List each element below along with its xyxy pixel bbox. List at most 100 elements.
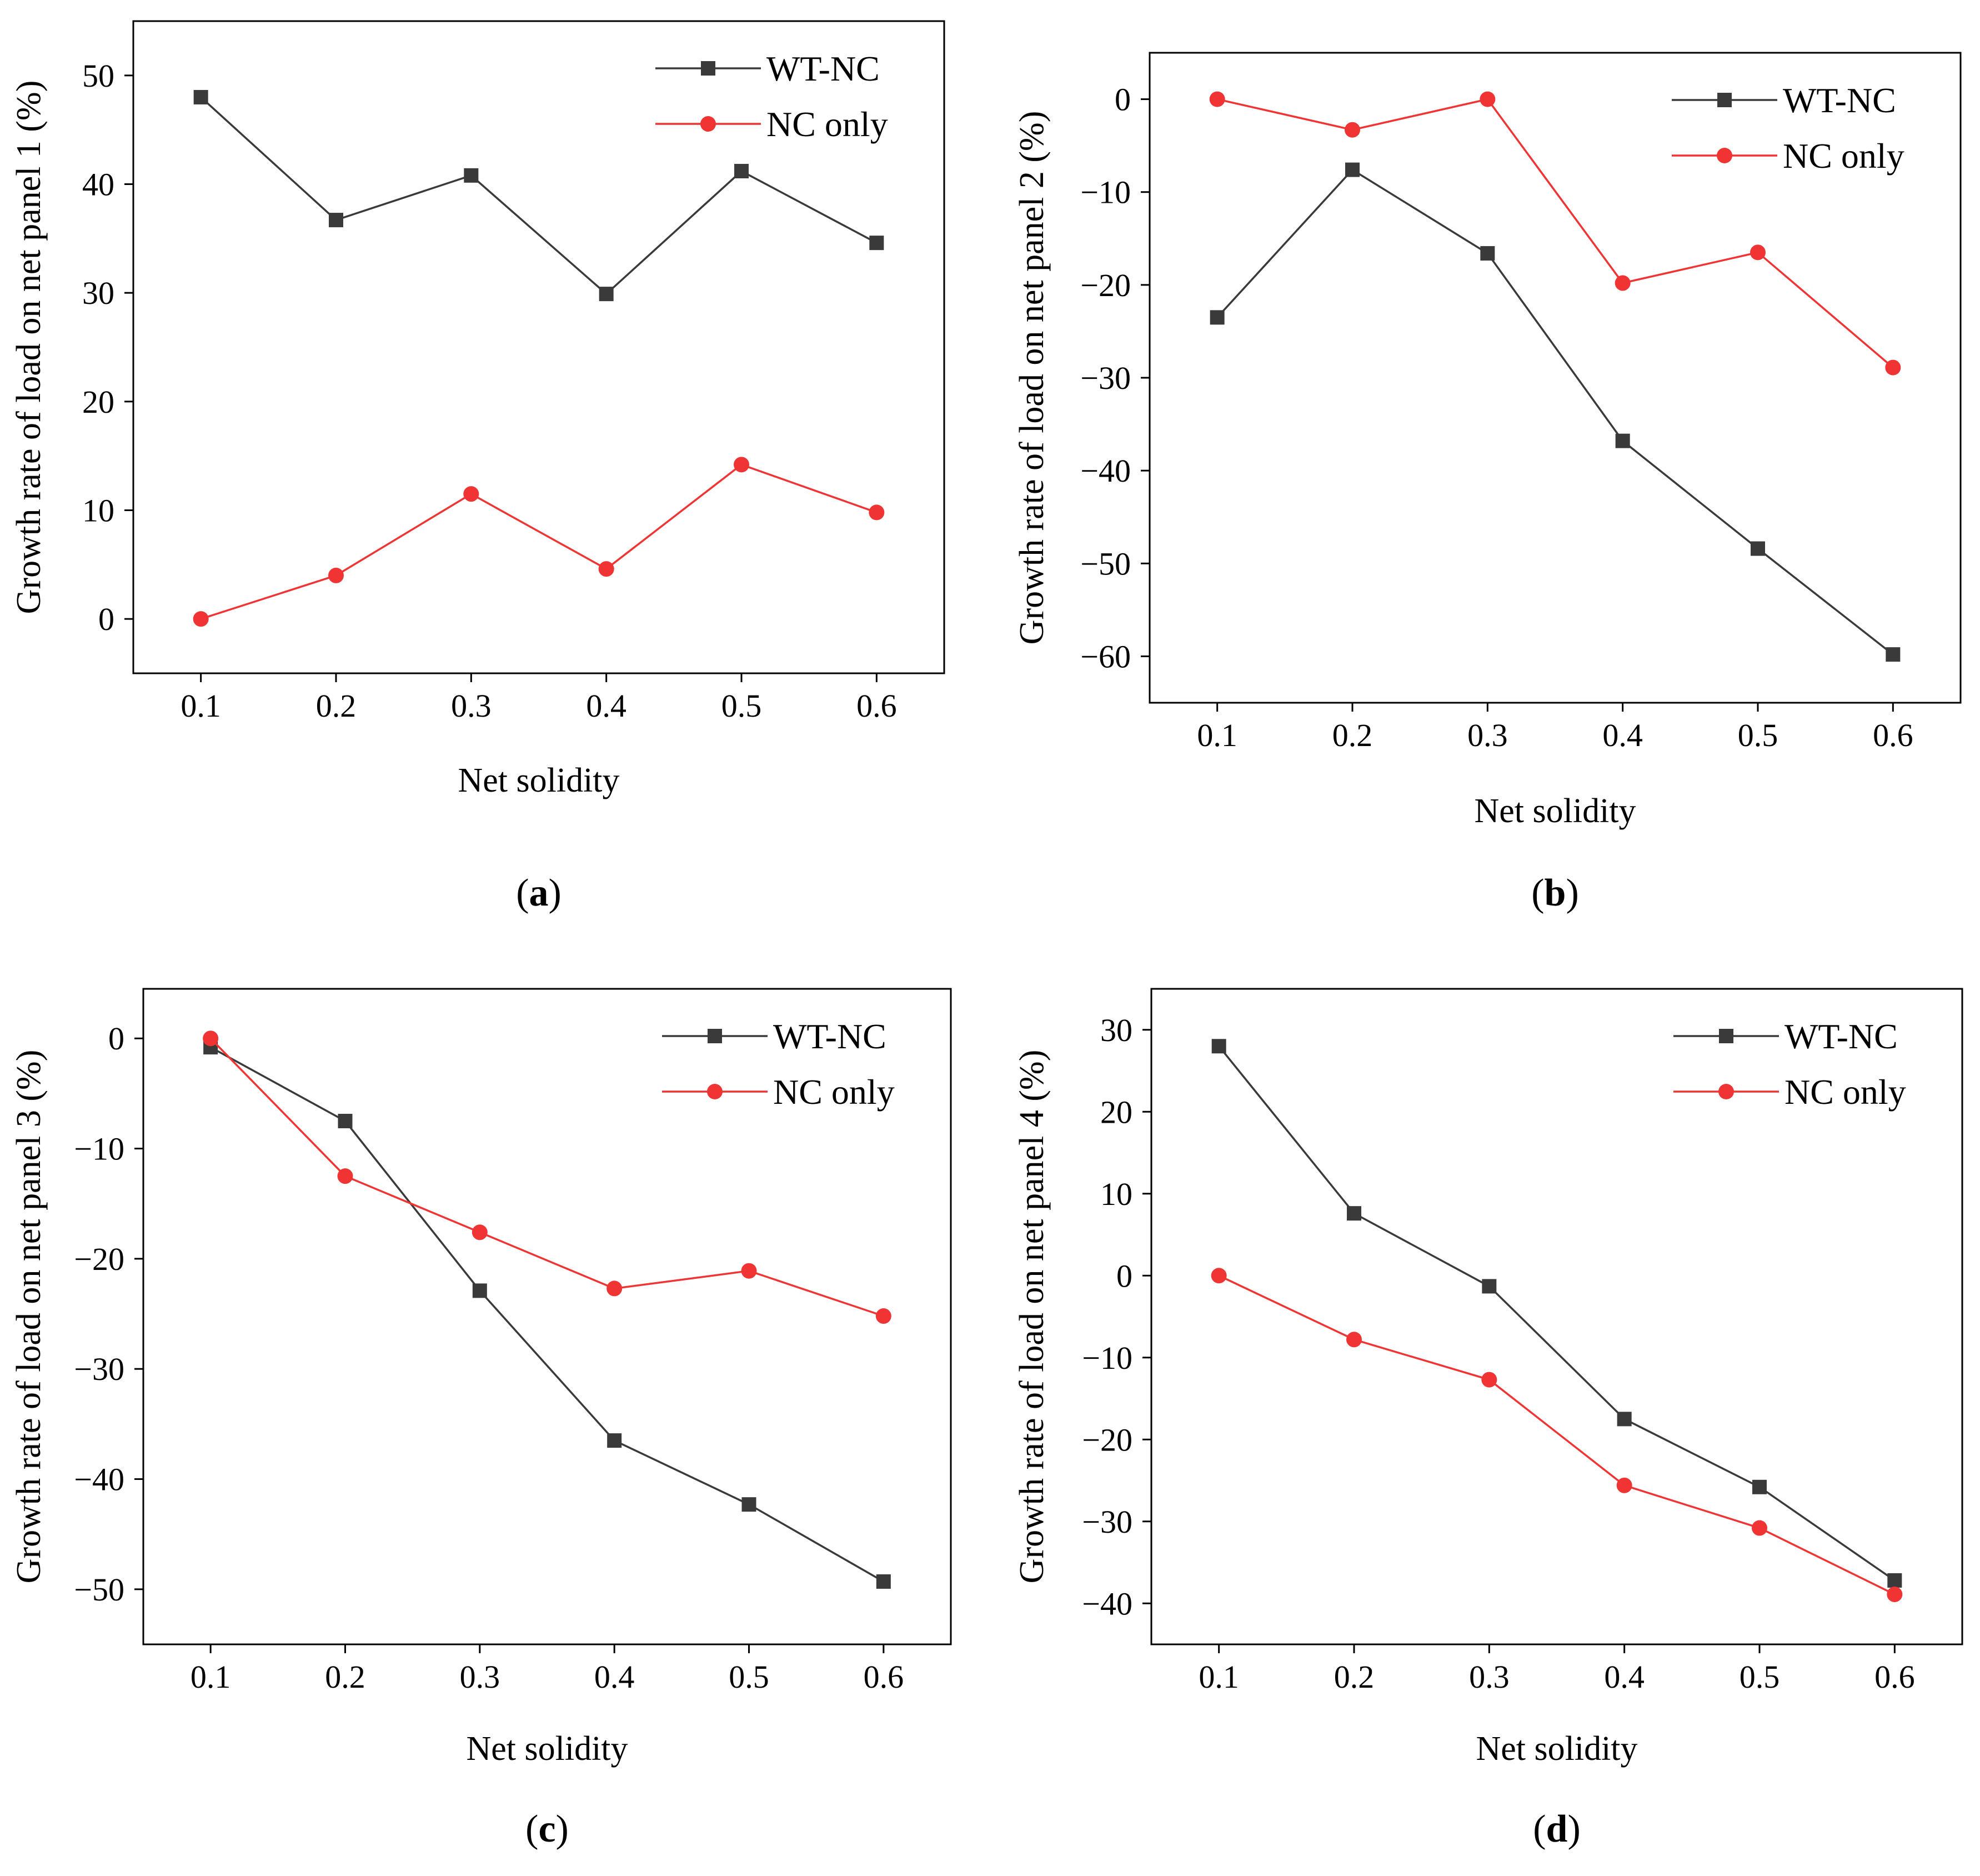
data-point <box>1887 1573 1902 1588</box>
series-line-wt-nc <box>1218 1045 1896 1582</box>
data-point <box>607 1433 622 1448</box>
data-point <box>876 1574 891 1589</box>
legend-label: WT-NC <box>766 49 880 88</box>
data-point <box>741 1497 756 1512</box>
chart-b-svg: 0.1 0.2 0.3 0.4 0.5 0.6 0 −10 −20 −30 −40 −50 −60 Net… <box>1013 52 1962 914</box>
legend-marker <box>700 116 716 132</box>
data-point <box>1480 91 1496 107</box>
legend-label: WT-NC <box>1784 1017 1898 1056</box>
data-point <box>1615 433 1630 448</box>
y-tick-label: 0 <box>108 1020 124 1057</box>
x-tick-label: 0.4 <box>1604 1659 1645 1695</box>
y-tick-label: −40 <box>1082 1585 1132 1622</box>
x-tick-label: 0.4 <box>586 688 626 724</box>
y-tick-label: −40 <box>74 1462 124 1498</box>
legend-label: NC only <box>1784 1072 1906 1112</box>
y-tick-label: 30 <box>1100 1012 1132 1048</box>
chart-panel-b: 0.1 0.2 0.3 0.4 0.5 0.6 0 −10 −20 −30 −40 −50 −60 Net… <box>1000 0 1980 939</box>
data-point <box>193 611 209 627</box>
x-axis-label: Net solidity <box>1476 1730 1637 1768</box>
data-point <box>1345 162 1360 177</box>
y-tick-label: −60 <box>1080 638 1131 674</box>
data-point <box>337 1168 353 1184</box>
data-point <box>463 486 479 502</box>
legend-marker <box>707 1084 723 1099</box>
data-point <box>599 287 614 302</box>
x-tick-label: 0.6 <box>1873 717 1913 753</box>
x-axis-label: Net solidity <box>1474 792 1636 830</box>
y-axis-label: Growth rate of load on net panel 2 (%) <box>1013 111 1051 645</box>
legend-marker <box>1717 93 1732 107</box>
y-axis-label: Growth rate of load on net panel 4 (%) <box>1013 1050 1051 1584</box>
x-tick-label: 0.5 <box>721 688 762 724</box>
x-tick-label: 0.6 <box>864 1659 904 1695</box>
panel-caption: (c) <box>525 1808 569 1850</box>
y-tick-label: 10 <box>1100 1176 1132 1212</box>
data-point <box>869 504 885 521</box>
data-point <box>1480 246 1495 261</box>
x-tick-label: 0.2 <box>316 688 357 724</box>
legend-label: WT-NC <box>1783 81 1896 120</box>
caption-letter: d <box>1546 1808 1568 1850</box>
data-point <box>869 236 884 251</box>
plot-frame <box>142 988 952 1645</box>
chart-panel-a: 0.1 0.2 0.3 0.4 0.5 0.6 0 10 20 30 40 50 Net solidit… <box>0 0 989 939</box>
plot-frame <box>132 20 945 674</box>
data-point <box>1886 647 1901 662</box>
caption-letter: c <box>538 1808 555 1850</box>
y-axis-label: Growth rate of load on net panel 3 (%) <box>10 1050 48 1584</box>
legend-label: WT-NC <box>773 1017 886 1056</box>
data-point <box>1885 359 1901 376</box>
data-point <box>338 1113 353 1128</box>
data-point <box>1481 1372 1497 1388</box>
x-tick-label: 0.1 <box>181 688 221 724</box>
legend-label: NC only <box>1783 136 1904 176</box>
y-tick-label: −50 <box>1080 546 1131 582</box>
series-line-nc-only <box>209 1038 884 1317</box>
data-point <box>193 89 208 104</box>
caption-close-paren: ) <box>556 1808 569 1850</box>
y-tick-label: 20 <box>1100 1094 1132 1130</box>
data-point <box>1211 1268 1227 1284</box>
series-line-wt-nc <box>1216 168 1894 656</box>
data-point <box>1346 1332 1362 1348</box>
y-tick-label: −30 <box>1082 1504 1132 1540</box>
x-tick-label: 0.3 <box>1467 717 1508 753</box>
chart-a-svg: 0.1 0.2 0.3 0.4 0.5 0.6 0 10 20 30 40 50 Net solidit… <box>10 20 945 914</box>
data-point <box>1887 1587 1903 1603</box>
data-point <box>1752 1479 1767 1494</box>
data-point <box>598 561 614 577</box>
y-tick-label: 40 <box>82 167 114 203</box>
x-axis-label: Net solidity <box>458 762 619 799</box>
x-axis-label: Net solidity <box>466 1730 628 1768</box>
y-tick-label: −40 <box>1080 453 1131 489</box>
data-point <box>472 1283 487 1298</box>
data-point <box>1616 1477 1632 1493</box>
chart-panel-c: 0.1 0.2 0.3 0.4 0.5 0.6 0 −10 −20 −30 −40 −50 Net so… <box>0 939 989 1876</box>
chart-panel-d: 0.1 0.2 0.3 0.4 0.5 0.6 30 20 10 0 −10 −20 −30 −40 Net… <box>1000 939 1980 1876</box>
series-line-wt-nc <box>200 96 878 296</box>
legend-marker <box>1717 148 1732 163</box>
data-point <box>606 1280 623 1297</box>
series-line-nc-only <box>200 463 877 620</box>
y-tick-label: 0 <box>1116 1258 1132 1294</box>
legend-marker <box>701 61 715 76</box>
y-tick-label: −20 <box>1082 1422 1132 1458</box>
x-tick-label: 0.2 <box>1332 717 1373 753</box>
y-tick-label: −10 <box>1080 174 1131 211</box>
y-tick-label: 50 <box>82 58 114 94</box>
y-tick-label: −10 <box>1082 1340 1132 1376</box>
x-tick-label: 0.1 <box>1197 717 1237 753</box>
y-tick-label: 0 <box>1115 82 1131 118</box>
data-point <box>1209 91 1225 107</box>
data-point <box>203 1030 219 1047</box>
y-tick-label: −30 <box>74 1351 124 1387</box>
x-tick-label: 0.5 <box>1740 1659 1780 1695</box>
data-point <box>1615 275 1631 291</box>
series-line-nc-only <box>1217 98 1894 368</box>
x-tick-label: 0.3 <box>451 688 492 724</box>
data-point <box>1617 1412 1632 1427</box>
x-tick-label: 0.2 <box>1334 1659 1375 1695</box>
x-tick-label: 0.5 <box>1738 717 1778 753</box>
x-tick-label: 0.1 <box>191 1659 231 1695</box>
